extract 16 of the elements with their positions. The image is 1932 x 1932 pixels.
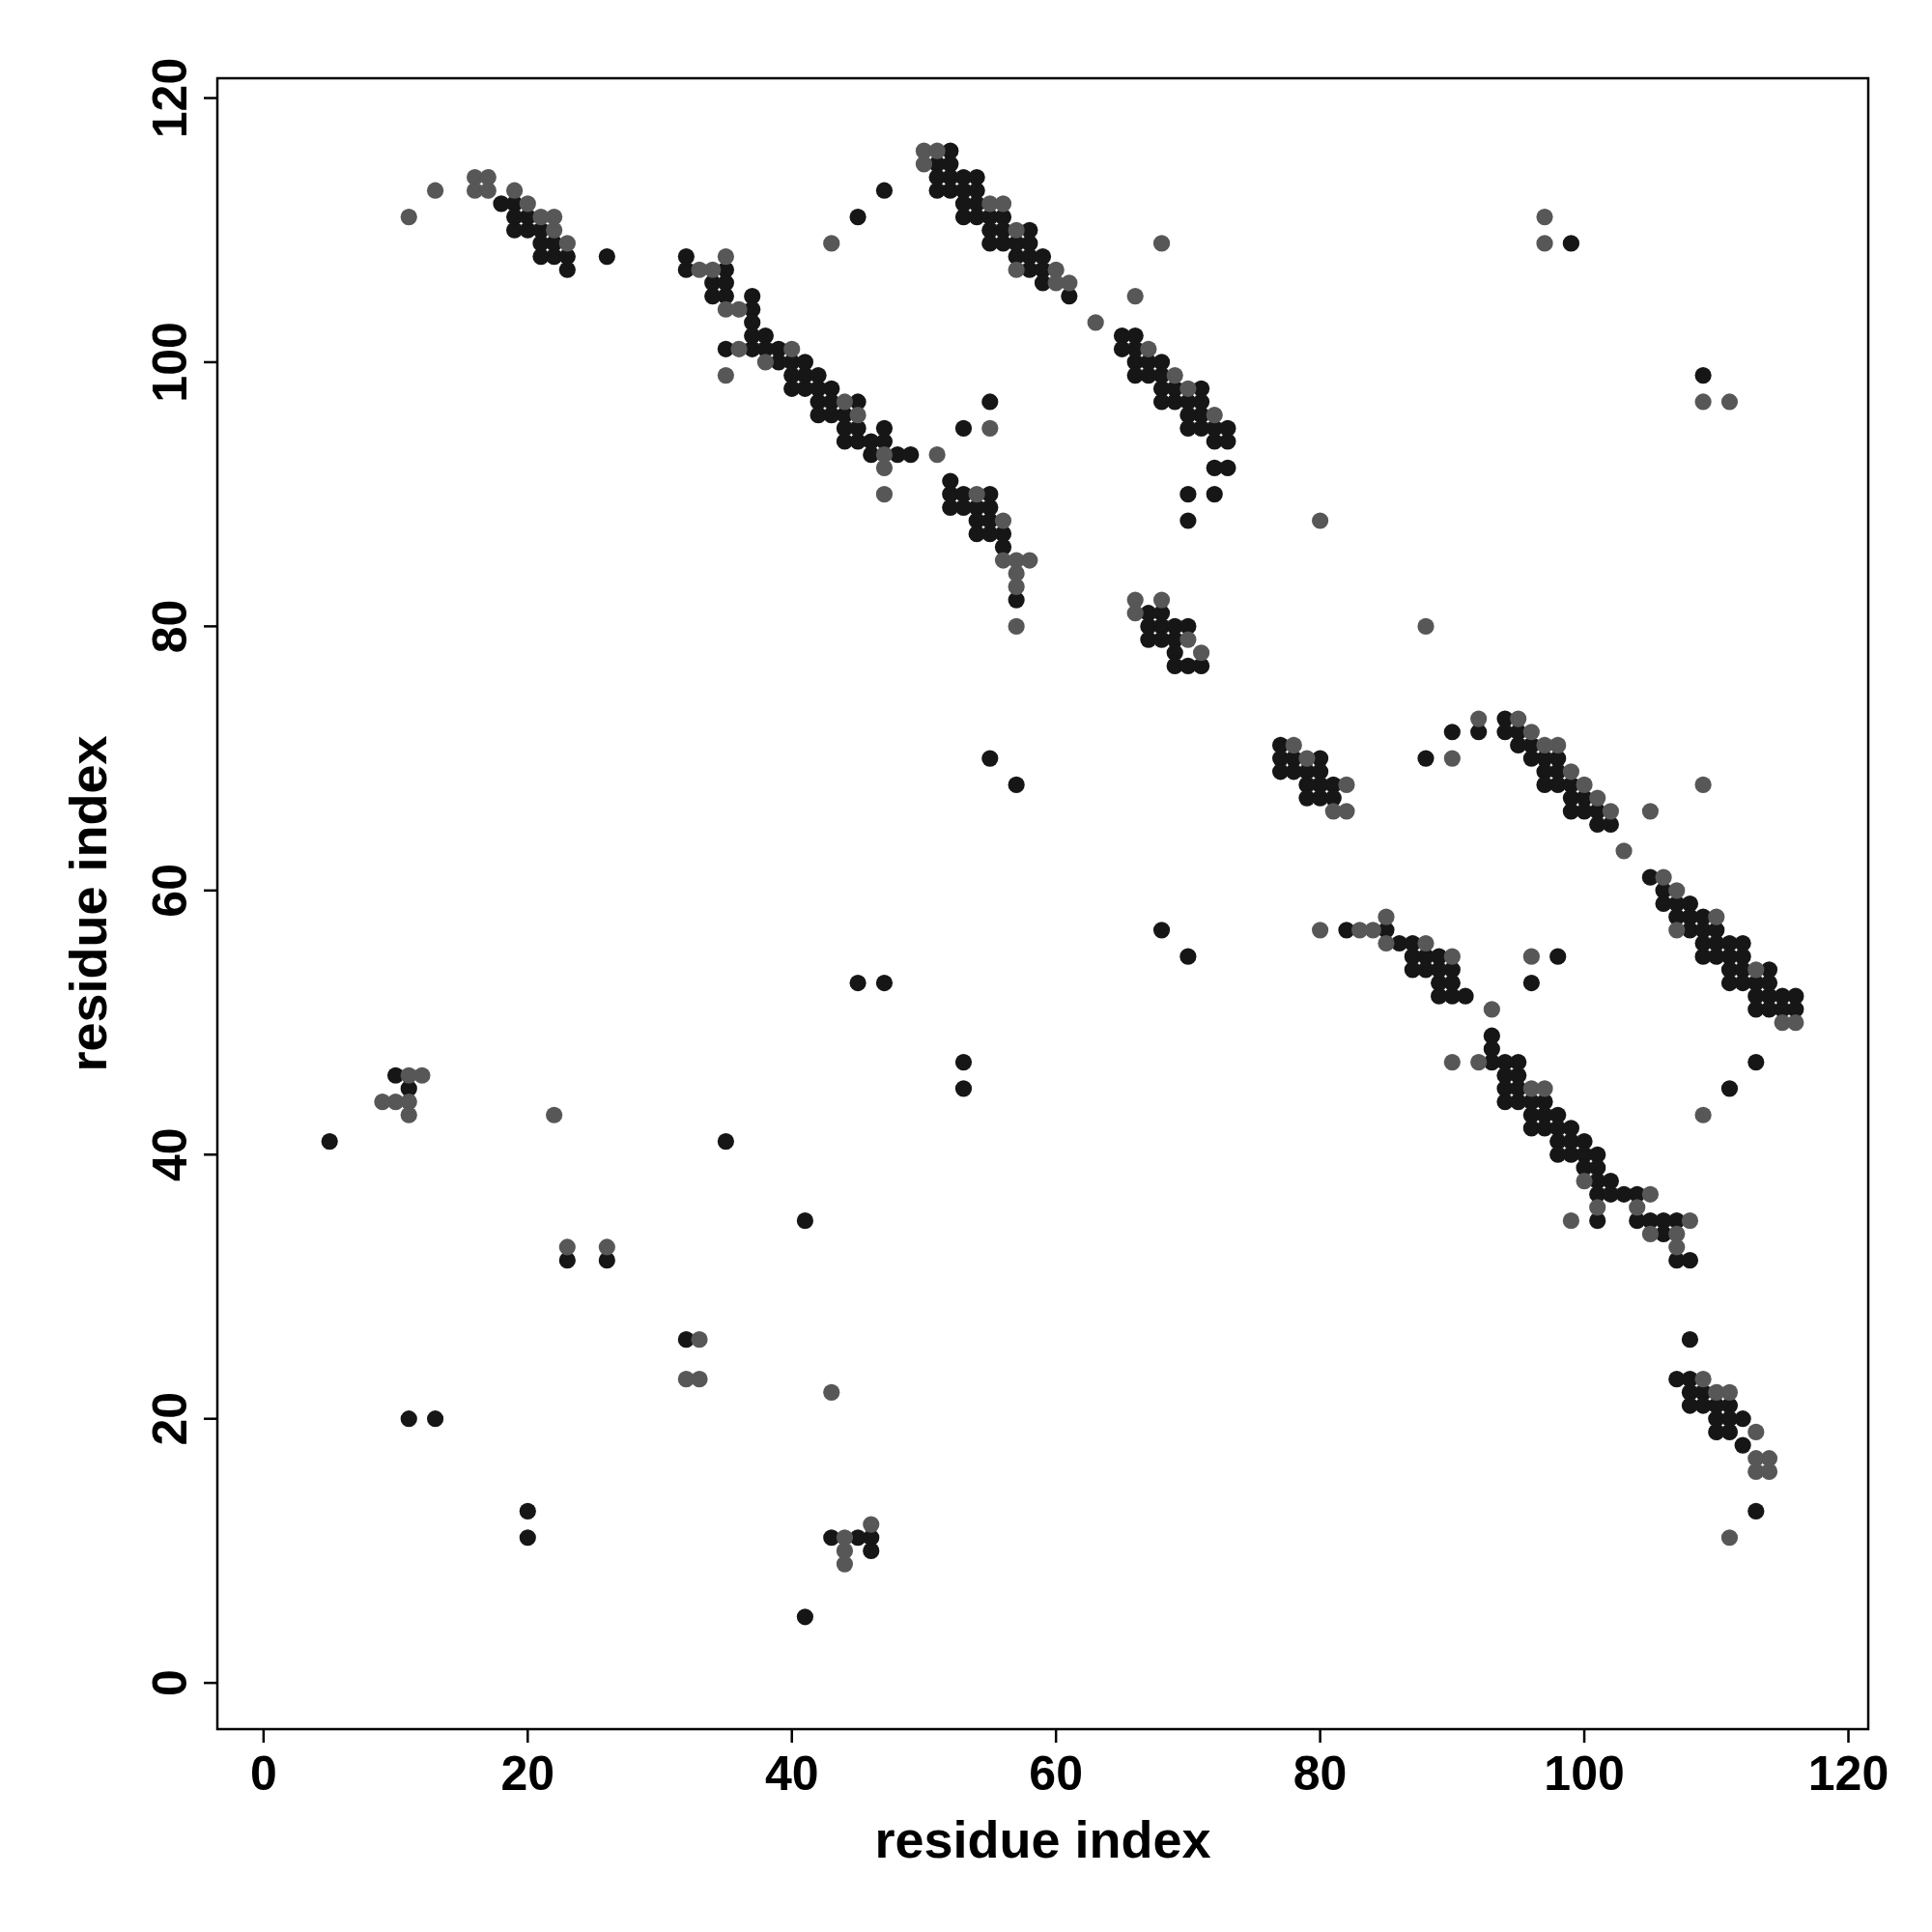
x-axis-title: residue index	[874, 1810, 1211, 1868]
y-tick-label: 80	[143, 599, 197, 654]
y-tick-label: 120	[143, 57, 197, 139]
y-axis-title: residue index	[59, 735, 117, 1072]
y-tick-label: 60	[143, 864, 197, 918]
y-tick-label: 0	[143, 1669, 197, 1697]
x-tick-label: 20	[500, 1747, 555, 1801]
x-tick-label: 0	[249, 1747, 277, 1801]
x-tick-label: 40	[764, 1747, 819, 1801]
x-tick-label: 80	[1293, 1747, 1348, 1801]
y-tick-label: 20	[143, 1391, 197, 1446]
x-tick-label: 120	[1807, 1747, 1889, 1801]
y-tick-label: 40	[143, 1127, 197, 1182]
x-tick-label: 100	[1544, 1747, 1625, 1801]
y-tick-label: 100	[143, 322, 197, 403]
x-tick-label: 60	[1029, 1747, 1083, 1801]
